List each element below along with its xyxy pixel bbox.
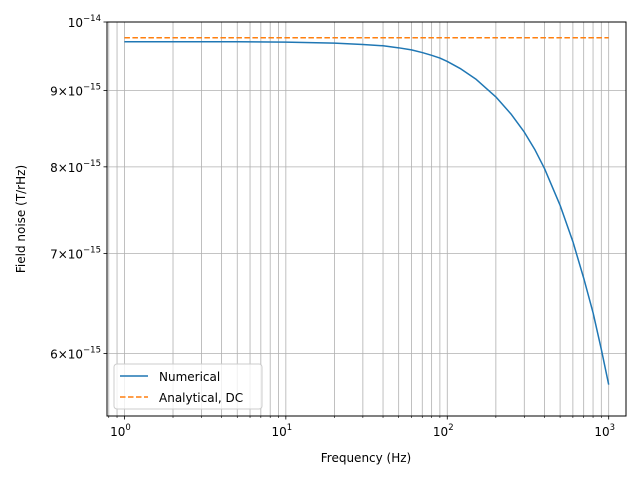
y-tick-label: 8×10−15 xyxy=(50,159,101,175)
legend-box xyxy=(113,363,263,410)
x-tick-label: 102 xyxy=(433,423,454,439)
series-layer xyxy=(124,37,610,385)
series-line-0 xyxy=(124,41,610,385)
y-axis-label: Field noise (T/rHz) xyxy=(14,165,28,273)
y-tick-label: 6×10−15 xyxy=(50,346,101,362)
y-tick-label: 10−14 xyxy=(68,14,101,30)
axes-frame xyxy=(106,21,627,417)
x-axis-label: Frequency (Hz) xyxy=(321,451,412,465)
x-tick-label: 100 xyxy=(110,423,131,439)
legend: Numerical Analytical, DC xyxy=(113,363,263,410)
x-tick-label: 101 xyxy=(271,423,292,439)
x-tick-label: 103 xyxy=(594,423,615,439)
legend-label-numerical: Numerical xyxy=(159,370,220,384)
grid xyxy=(107,21,626,416)
y-tick-label: 9×10−15 xyxy=(50,82,101,98)
legend-label-analytical: Analytical, DC xyxy=(159,391,243,405)
y-tick-label: 7×10−15 xyxy=(50,246,101,262)
